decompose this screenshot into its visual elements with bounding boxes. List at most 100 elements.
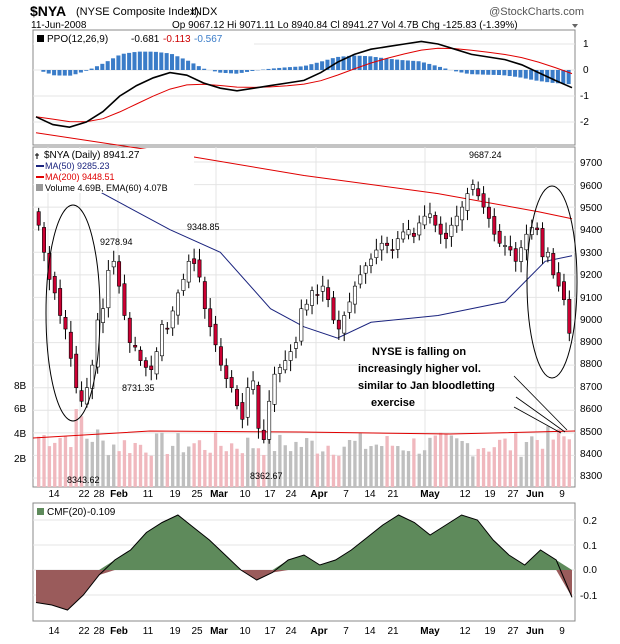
ppo-histogram-bar — [481, 70, 485, 75]
label-low-8362: 8362.67 — [250, 471, 283, 481]
price-tick-8800: 8800 — [580, 359, 603, 370]
volume-legend: Volume 4.69B, EMA(60) 4.07B — [45, 183, 168, 193]
candle-body — [450, 225, 453, 236]
candle-body — [241, 402, 244, 419]
ppo-histogram-bar — [433, 65, 437, 70]
volume-bar — [166, 454, 169, 487]
volume-bar — [101, 441, 104, 487]
candle-body — [519, 248, 522, 262]
candle-body — [541, 228, 544, 256]
candle-body — [316, 294, 319, 295]
volume-bar — [487, 452, 490, 487]
volume-bar — [58, 438, 61, 487]
candle-body — [273, 374, 276, 404]
volume-bar — [294, 442, 297, 487]
candle-body — [455, 216, 458, 226]
candle-body — [75, 354, 78, 388]
x-axis-label: Jun — [526, 489, 544, 500]
ppo-legend-value-2: -0.113 — [163, 34, 191, 45]
volume-bar — [123, 440, 126, 487]
candle-body — [326, 288, 329, 300]
volume-bar — [541, 449, 544, 487]
ppo-histogram-bar — [400, 60, 404, 70]
volume-bar — [182, 452, 185, 487]
price-tick-8900: 8900 — [580, 337, 603, 348]
chart-full-name: (NYSE Composite Index) — [76, 6, 199, 18]
candle-body — [128, 318, 131, 342]
candle-body — [251, 381, 254, 390]
candle-body — [460, 207, 463, 220]
ppo-histogram-bar — [224, 70, 228, 73]
volume-tick-8b: 8B — [14, 381, 27, 392]
candle-body — [493, 216, 496, 234]
price-tick-8600: 8600 — [580, 404, 603, 415]
price-tick-8300: 8300 — [580, 471, 603, 482]
volume-bar — [509, 450, 512, 487]
ppo-tick-0: 0 — [583, 65, 589, 76]
ppo-histogram-bar — [459, 70, 463, 72]
volume-bar — [192, 443, 195, 487]
volume-bar — [412, 438, 415, 487]
cmf-tick-0.2: 0.2 — [583, 516, 597, 527]
ppo-histogram-bar — [497, 70, 501, 75]
candle-body — [375, 250, 378, 258]
chart-exchange: INDX — [191, 6, 218, 18]
ppo-histogram-bar — [476, 70, 480, 74]
volume-bar — [525, 442, 528, 487]
candle-body — [112, 261, 115, 267]
ppo-tick-neg2: -2 — [580, 117, 589, 128]
x-axis-label: 21 — [387, 626, 399, 637]
candle-body — [310, 291, 313, 306]
candle-body — [294, 343, 297, 349]
x-axis-label: 10 — [239, 489, 251, 500]
volume-bar — [407, 451, 410, 487]
ppo-histogram-bar — [74, 70, 78, 74]
ppo-histogram-bar — [170, 54, 174, 70]
candle-body — [407, 230, 410, 235]
ppo-histogram-bar — [438, 67, 442, 70]
volume-bar — [562, 436, 565, 487]
quote-line: Op 9067.12 Hi 9071.11 Lo 8940.84 Cl 8941… — [172, 20, 518, 31]
x-axis-label: 14 — [48, 626, 60, 637]
candle-body — [176, 293, 179, 315]
candle-body — [337, 320, 340, 329]
volume-bar — [107, 455, 110, 487]
x-axis-label: 22 — [78, 626, 90, 637]
volume-bar — [337, 456, 340, 487]
ppo-histogram-bar — [41, 70, 45, 72]
ppo-legend-value-1: -0.681 — [131, 34, 160, 45]
ppo-histogram-bar — [266, 69, 270, 70]
ppo-histogram-bar — [52, 70, 56, 75]
volume-bar — [48, 446, 51, 487]
candle-body — [380, 243, 383, 250]
annotation-line-3: similar to Jan bloodletting — [358, 380, 495, 392]
x-axis-label: 19 — [484, 626, 496, 637]
price-tick-9300: 9300 — [580, 248, 603, 259]
ppo-histogram-bar — [309, 64, 313, 70]
ppo-histogram-bar — [561, 70, 565, 84]
candle-body — [123, 284, 126, 316]
x-axis-label: Mar — [210, 489, 228, 500]
candle-body — [53, 276, 56, 293]
price-tick-9400: 9400 — [580, 225, 603, 236]
volume-bar — [209, 453, 212, 487]
candle-body — [364, 266, 367, 273]
ppo-tick-1: 1 — [583, 39, 589, 50]
volume-bar — [343, 447, 346, 487]
x-axis-label: 7 — [343, 626, 349, 637]
ppo-histogram-bar — [390, 59, 394, 70]
volume-bar — [369, 446, 372, 487]
candle-body — [171, 311, 174, 328]
x-axis-label: May — [420, 626, 440, 637]
candle-body — [359, 275, 362, 284]
candle-body — [321, 286, 324, 291]
volume-bar — [471, 456, 474, 487]
volume-bar — [455, 438, 458, 487]
price-tick-8700: 8700 — [580, 382, 603, 393]
volume-bar — [246, 438, 249, 487]
volume-bar — [42, 435, 45, 487]
candle-body — [385, 243, 388, 245]
candle-body — [412, 233, 415, 236]
ppo-histogram-bar — [202, 69, 206, 70]
